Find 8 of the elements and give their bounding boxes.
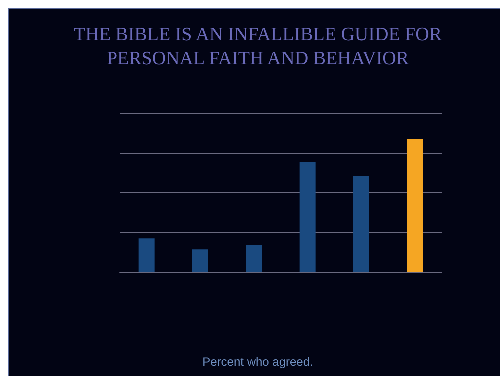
- bar: [192, 250, 208, 272]
- chart-title: THE BIBLE IS AN INFALLIBLE GUIDE FOR PERSONAL FAITH AND BEHAVIOR: [74, 24, 442, 70]
- bar: [407, 140, 424, 272]
- text: Percent who agreed.: [202, 355, 314, 369]
- bar: [246, 245, 262, 272]
- bar: [138, 238, 155, 272]
- bar: [354, 176, 370, 272]
- bar: [300, 162, 316, 272]
